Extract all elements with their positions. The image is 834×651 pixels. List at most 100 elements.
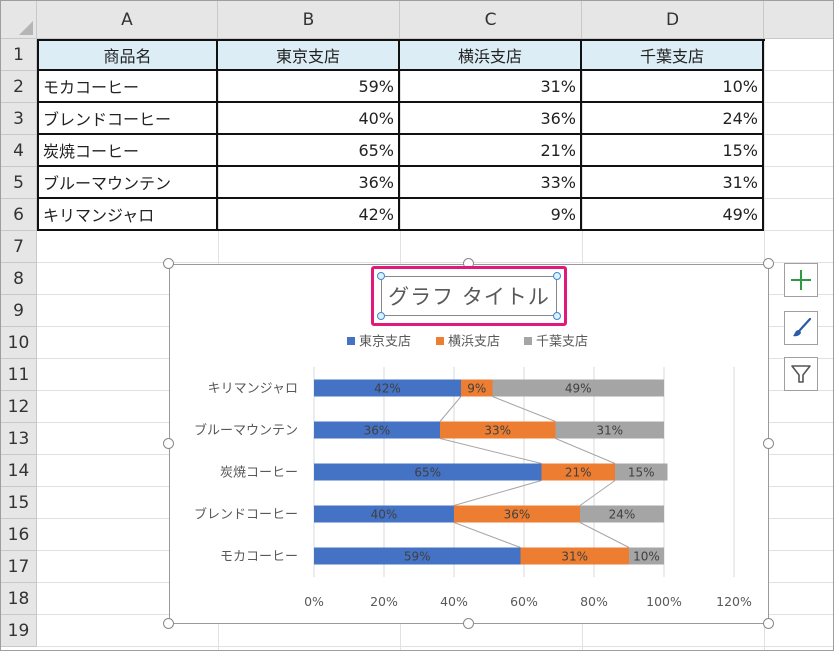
bar-data-label: 21% [565,466,592,480]
resize-handle-top-right[interactable] [763,258,774,269]
cell-yokohama[interactable]: 33% [400,167,582,199]
table-header-yokohama[interactable]: 横浜支店 [400,41,582,71]
bar-data-label: 31% [561,550,588,564]
chart-title-highlight: グラフ タイトル [371,266,567,326]
bar-data-label: 36% [504,508,531,522]
x-tick-label: 40% [440,594,468,609]
table-header-tokyo[interactable]: 東京支店 [218,41,400,71]
column-header-a[interactable]: A [37,1,218,39]
cell-tokyo[interactable]: 36% [218,167,400,199]
x-tick-label: 100% [646,594,682,609]
row-header-15[interactable]: 15 [1,487,37,519]
y-category-label: ブルーマウンテン [194,423,298,439]
x-tick-label: 0% [304,594,324,609]
cell-tokyo[interactable]: 42% [218,199,400,231]
series-line [453,480,542,506]
row-header-3[interactable]: 3 [1,103,37,135]
table-header-product[interactable]: 商品名 [39,41,218,71]
legend-label: 東京支店 [359,334,411,350]
cell-tokyo[interactable]: 59% [218,71,400,103]
row-header-19[interactable]: 19 [1,615,37,647]
cell-chiba[interactable]: 24% [582,103,764,135]
bar-data-label: 10% [633,550,660,564]
row-header-1[interactable]: 1 [1,39,37,71]
filter-icon [791,365,811,383]
cell-product[interactable]: ブレンドコーヒー [39,103,218,135]
chart-title[interactable]: グラフ タイトル [381,276,557,316]
resize-handle-bottom-left[interactable] [163,618,174,629]
series-line [579,522,630,548]
title-handle[interactable] [377,312,385,320]
title-handle[interactable] [553,312,561,320]
resize-handle-top-left[interactable] [163,258,174,269]
cell-tokyo[interactable]: 40% [218,103,400,135]
gridline [37,262,833,263]
cell-yokohama[interactable]: 21% [400,135,582,167]
resize-handle-right[interactable] [763,438,774,449]
bar-segment [440,421,556,439]
series-line [555,438,616,464]
series-line [439,438,542,464]
row-header-18[interactable]: 18 [1,583,37,615]
column-header-b[interactable]: B [218,1,400,39]
row-header-16[interactable]: 16 [1,519,37,551]
x-tick-label: 60% [510,594,538,609]
column-header-e[interactable] [764,1,833,39]
title-handle[interactable] [377,272,385,280]
row-header-17[interactable]: 17 [1,551,37,583]
x-tick-label: 20% [370,594,398,609]
brush-icon [793,317,812,337]
bar-segment [461,379,493,397]
x-tick-label: 120% [716,594,752,609]
cell-chiba[interactable]: 15% [582,135,764,167]
column-header-c[interactable]: C [400,1,582,39]
row-header-6[interactable]: 6 [1,199,37,231]
resize-handle-bottom[interactable] [463,618,474,629]
chart-styles-button[interactable] [784,311,818,345]
bar-segment [314,463,542,481]
cell-product[interactable]: モカコーヒー [39,71,218,103]
row-header-12[interactable]: 12 [1,391,37,423]
cell-tokyo[interactable]: 65% [218,135,400,167]
row-header-4[interactable]: 4 [1,135,37,167]
row-header-9[interactable]: 9 [1,295,37,327]
y-category-label: 炭焼コーヒー [220,466,298,481]
select-all-corner[interactable] [1,1,37,39]
bar-segment [520,547,629,565]
cell-chiba[interactable]: 31% [582,167,764,199]
bar-data-label: 59% [404,550,431,564]
cell-product[interactable]: 炭焼コーヒー [39,135,218,167]
y-category-label: キリマンジャロ [208,382,298,397]
resize-handle-left[interactable] [163,438,174,449]
row-header-14[interactable]: 14 [1,455,37,487]
row-header-13[interactable]: 13 [1,423,37,455]
cell-yokohama[interactable]: 36% [400,103,582,135]
column-header-d[interactable]: D [582,1,764,39]
bar-segment [314,421,440,439]
cell-chiba[interactable]: 49% [582,199,764,231]
cell-yokohama[interactable]: 9% [400,199,582,231]
chart-filters-button[interactable] [784,357,818,391]
bar-data-label: 40% [371,508,398,522]
row-header-7[interactable]: 7 [1,231,37,263]
resize-handle-bottom-right[interactable] [763,618,774,629]
title-handle[interactable] [553,272,561,280]
row-header-10[interactable]: 10 [1,327,37,359]
cell-product[interactable]: キリマンジャロ [39,199,218,231]
row-header-11[interactable]: 11 [1,359,37,391]
bar-data-label: 42% [374,382,401,396]
bar-segment [314,379,461,397]
row-header-2[interactable]: 2 [1,71,37,103]
bar-segment [454,505,580,523]
cell-product[interactable]: ブルーマウンテン [39,167,218,199]
chart-elements-button[interactable] [784,263,818,297]
cell-yokohama[interactable]: 31% [400,71,582,103]
row-header-8[interactable]: 8 [1,263,37,295]
legend-swatch [524,337,532,345]
row-header-5[interactable]: 5 [1,167,37,199]
bar-data-label: 36% [364,424,391,438]
cell-chiba[interactable]: 10% [582,71,764,103]
bar-data-label: 49% [565,382,592,396]
table-header-chiba[interactable]: 千葉支店 [582,41,764,71]
